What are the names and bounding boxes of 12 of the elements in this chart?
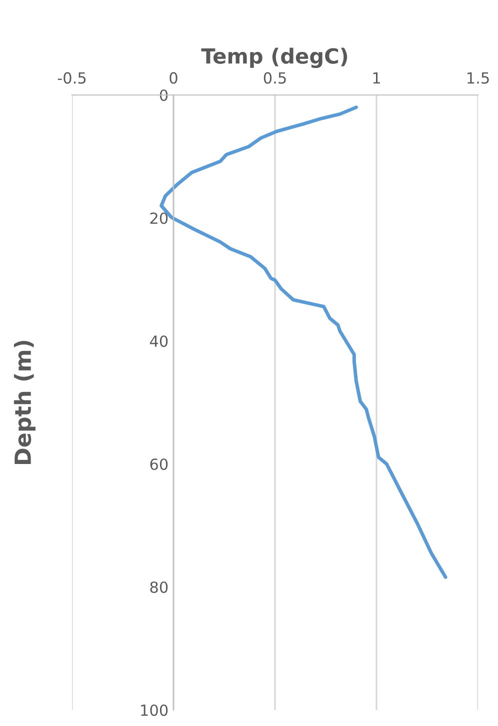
y-tick-label: 60: [150, 458, 168, 470]
x-tick-label: -0.5: [58, 72, 86, 84]
x-tick-label: 0.5: [264, 72, 286, 84]
x-axis-title: Temp (degC): [201, 48, 348, 68]
x-tick-label: 0: [170, 72, 178, 84]
y-tick-label: 80: [150, 581, 168, 594]
y-tick-label: 20: [150, 212, 168, 224]
y-tick-label: 40: [150, 335, 168, 348]
y-axis-title: Depth (m): [14, 340, 36, 464]
x-tick-label: 1: [373, 72, 380, 84]
y-tick-label: 100: [141, 704, 168, 716]
x-tick-label: 1.5: [468, 72, 489, 84]
